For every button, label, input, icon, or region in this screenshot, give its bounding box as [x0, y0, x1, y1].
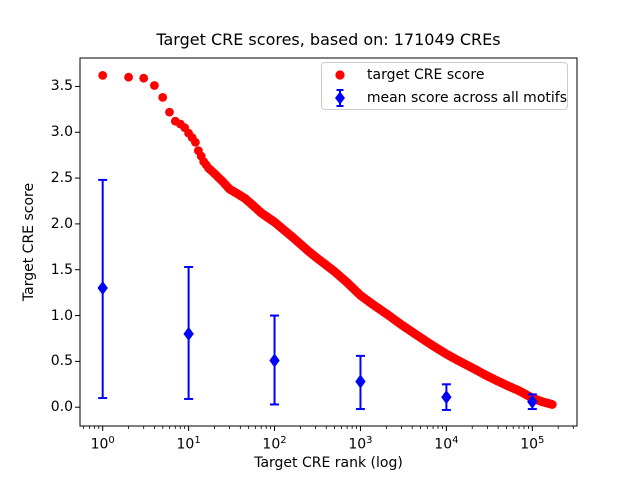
target-score-marker	[124, 72, 133, 82]
y-tick-label: 3.5	[50, 78, 73, 95]
target-score-marker	[139, 73, 149, 83]
x-tick-label: 105	[520, 435, 545, 453]
mean-score-marker	[97, 281, 108, 296]
y-tick-label: 2.0	[50, 215, 73, 232]
legend-label-target-score: target CRE score	[367, 66, 485, 83]
x-tick-label: 104	[434, 435, 459, 453]
x-axis-label: Target CRE rank (log)	[254, 455, 403, 471]
target-score-marker	[547, 400, 557, 409]
chart-title: Target CRE scores, based on: 171049 CREs	[156, 30, 501, 49]
target-score-marker	[158, 93, 168, 102]
red-circle-icon	[325, 68, 355, 82]
x-tick-label: 100	[90, 435, 115, 453]
mean-score-marker	[527, 394, 538, 409]
y-tick-label: 0.0	[50, 399, 73, 416]
x-tick-label: 103	[348, 435, 373, 453]
blue-diamond-errorbar-icon	[325, 88, 355, 108]
target-score-marker	[98, 71, 108, 80]
target-score-marker	[150, 81, 159, 90]
x-tick-label: 102	[262, 435, 287, 453]
legend-row-mean-score: mean score across all motifs	[322, 86, 567, 109]
legend: target CRE score mean score across all m…	[321, 62, 568, 110]
mean-score-marker	[183, 326, 194, 341]
y-tick-label: 1.5	[50, 261, 73, 278]
y-tick-label: 0.5	[50, 353, 73, 370]
axes-spines	[79, 57, 578, 427]
y-tick-label: 2.5	[50, 170, 73, 187]
legend-row-target-score: target CRE score	[322, 63, 567, 86]
mean-score-marker	[355, 374, 366, 389]
x-tick-label: 101	[176, 435, 201, 453]
target-score-marker	[191, 137, 200, 147]
mean-score-marker	[441, 390, 452, 405]
target-score-marker	[165, 107, 174, 117]
legend-label-mean-score: mean score across all motifs	[366, 89, 567, 106]
y-tick-label: 1.0	[50, 307, 73, 324]
mean-score-marker	[269, 353, 280, 368]
y-tick-label: 3.0	[50, 124, 73, 141]
